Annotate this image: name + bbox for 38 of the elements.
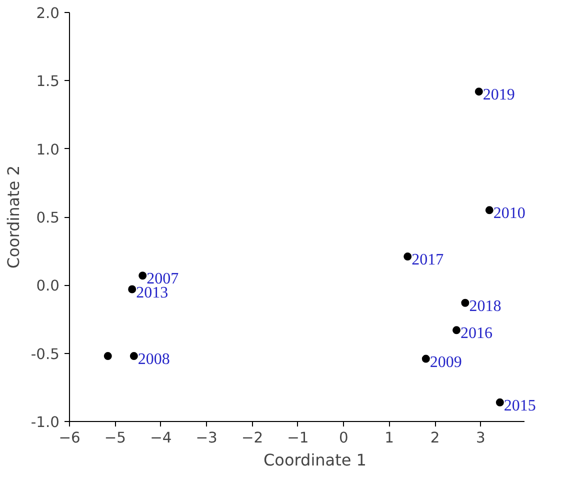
y-tick-label: 0.5 xyxy=(36,210,60,226)
annotation: 2010 xyxy=(493,205,526,222)
y-tick-label: 0.0 xyxy=(36,278,60,295)
x-tick-label: 3 xyxy=(476,430,486,446)
x-tick-label: −2 xyxy=(241,430,264,446)
y-axis-title: Coordinate 2 xyxy=(4,166,23,268)
point xyxy=(474,88,483,96)
point xyxy=(404,252,412,261)
annotation: 2018 xyxy=(469,298,502,315)
point xyxy=(485,206,494,214)
x-tick-label: 0 xyxy=(338,430,348,446)
y-tick-label: -1.0 xyxy=(30,414,60,431)
x-tick-label: −5 xyxy=(104,430,126,446)
x-tick-label: 2 xyxy=(430,430,440,446)
annotation: 2008 xyxy=(138,351,170,368)
point xyxy=(422,354,430,363)
y-tick-label: 1.0 xyxy=(36,141,60,158)
x-tick-label: −4 xyxy=(150,430,172,446)
annotation: 2009 xyxy=(430,354,462,371)
x-tick-label: −6 xyxy=(58,430,80,446)
x-tick-label: −3 xyxy=(196,430,218,446)
x-axis-title: Coordinate 1 xyxy=(264,450,366,470)
point xyxy=(461,298,470,307)
point xyxy=(104,352,112,360)
y-tick-label: 1.5 xyxy=(36,73,60,90)
y-tick-label: 2.0 xyxy=(36,5,60,22)
point xyxy=(138,272,147,280)
annotation: 2015 xyxy=(504,397,536,414)
point xyxy=(130,352,138,360)
point xyxy=(496,398,504,406)
annotation: 2017 xyxy=(412,252,444,269)
annotation: 2016 xyxy=(460,325,493,342)
x-tick-label: −1 xyxy=(287,430,309,446)
point xyxy=(128,285,136,294)
x-tick-label: 1 xyxy=(384,430,394,446)
point xyxy=(452,326,461,334)
annotation: 2019 xyxy=(482,86,515,104)
y-tick-label: -0.5 xyxy=(30,346,60,363)
